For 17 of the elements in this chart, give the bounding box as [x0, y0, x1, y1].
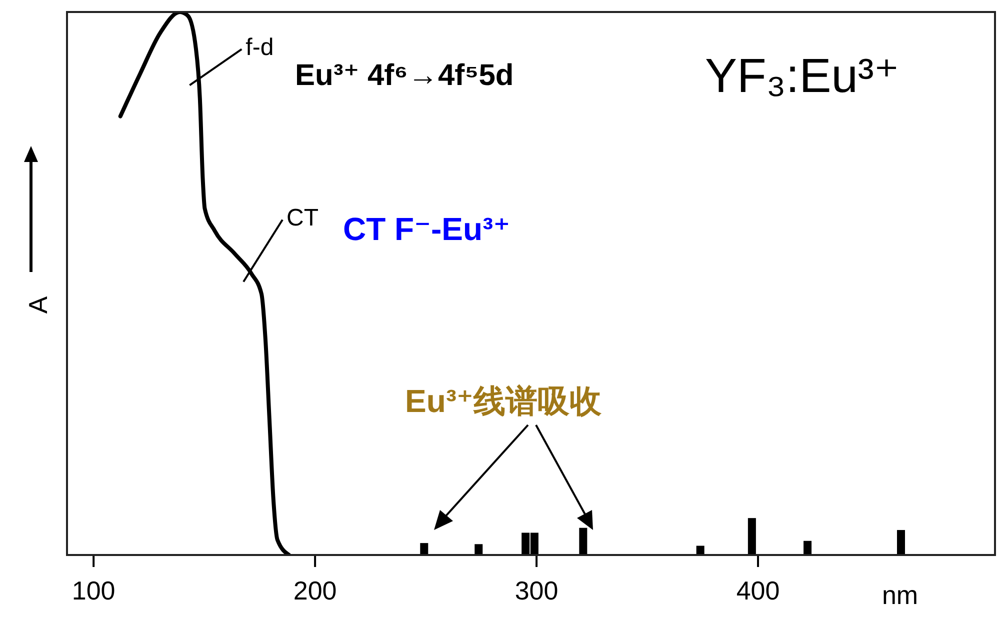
x-tick-label: 300	[514, 575, 558, 606]
y-axis-title: A	[22, 296, 53, 314]
annotation: CT F⁻-Eu³⁺	[343, 211, 510, 247]
bar	[748, 518, 756, 555]
annotation: Eu³⁺线谱吸收	[405, 383, 602, 419]
bar	[420, 543, 428, 555]
annotation: Eu³⁺ 4f⁶→4f⁵5d	[295, 59, 514, 92]
x-tick-label: 200	[293, 575, 337, 606]
bar	[474, 544, 483, 555]
annotation: f-d	[246, 34, 274, 62]
annotation: CT	[286, 204, 319, 232]
x-tick-label: 100	[72, 575, 116, 606]
x-tick-label: 400	[736, 575, 780, 606]
x-axis-title: nm	[882, 580, 918, 610]
bar	[896, 530, 905, 555]
text: YF₃:Eu³⁺	[705, 50, 900, 103]
bar	[804, 540, 812, 555]
